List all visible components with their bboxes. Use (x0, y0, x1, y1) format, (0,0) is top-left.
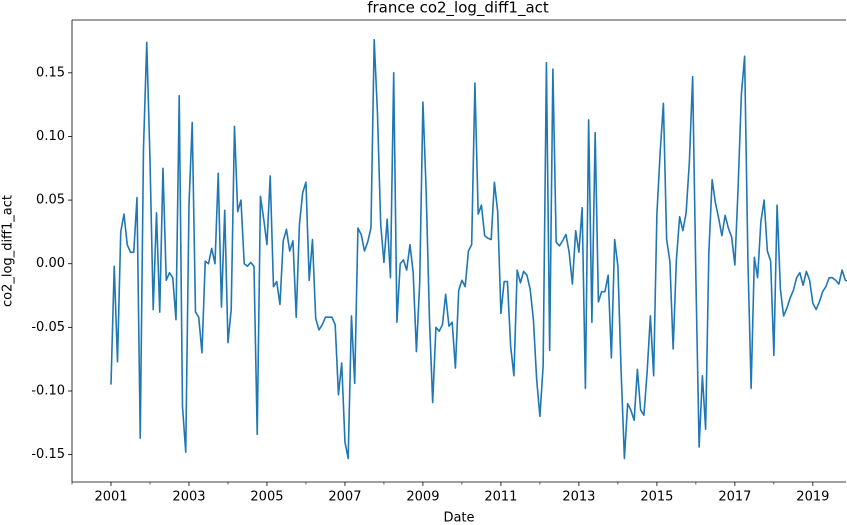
x-tick-label: 2001 (94, 490, 127, 505)
x-tick-label: 2005 (250, 490, 283, 505)
x-tick-label: 2003 (172, 490, 205, 505)
y-tick-label: -0.10 (31, 384, 65, 399)
y-axis-label: co2_log_diff1_act (1, 195, 16, 307)
x-tick-label: 2011 (484, 490, 517, 505)
y-tick-label: 0.15 (36, 65, 65, 80)
x-axis-label: Date (443, 511, 474, 525)
series-line (110, 38, 847, 460)
x-tick-label: 2017 (718, 490, 751, 505)
y-tick-label: 0.10 (36, 129, 65, 144)
x-tick-label: 2009 (406, 490, 439, 505)
x-tick-label: 2015 (640, 490, 673, 505)
x-tick-label: 2013 (562, 490, 595, 505)
chart-title: france co2_log_diff1_act (367, 0, 549, 18)
y-tick-label: 0.00 (36, 256, 65, 271)
y-tick-label: -0.05 (31, 320, 65, 335)
x-tick-label: 2019 (796, 490, 829, 505)
y-tick-label: 0.05 (36, 193, 65, 208)
x-tick-label: 2007 (328, 490, 361, 505)
y-tick-label: -0.15 (31, 447, 65, 462)
